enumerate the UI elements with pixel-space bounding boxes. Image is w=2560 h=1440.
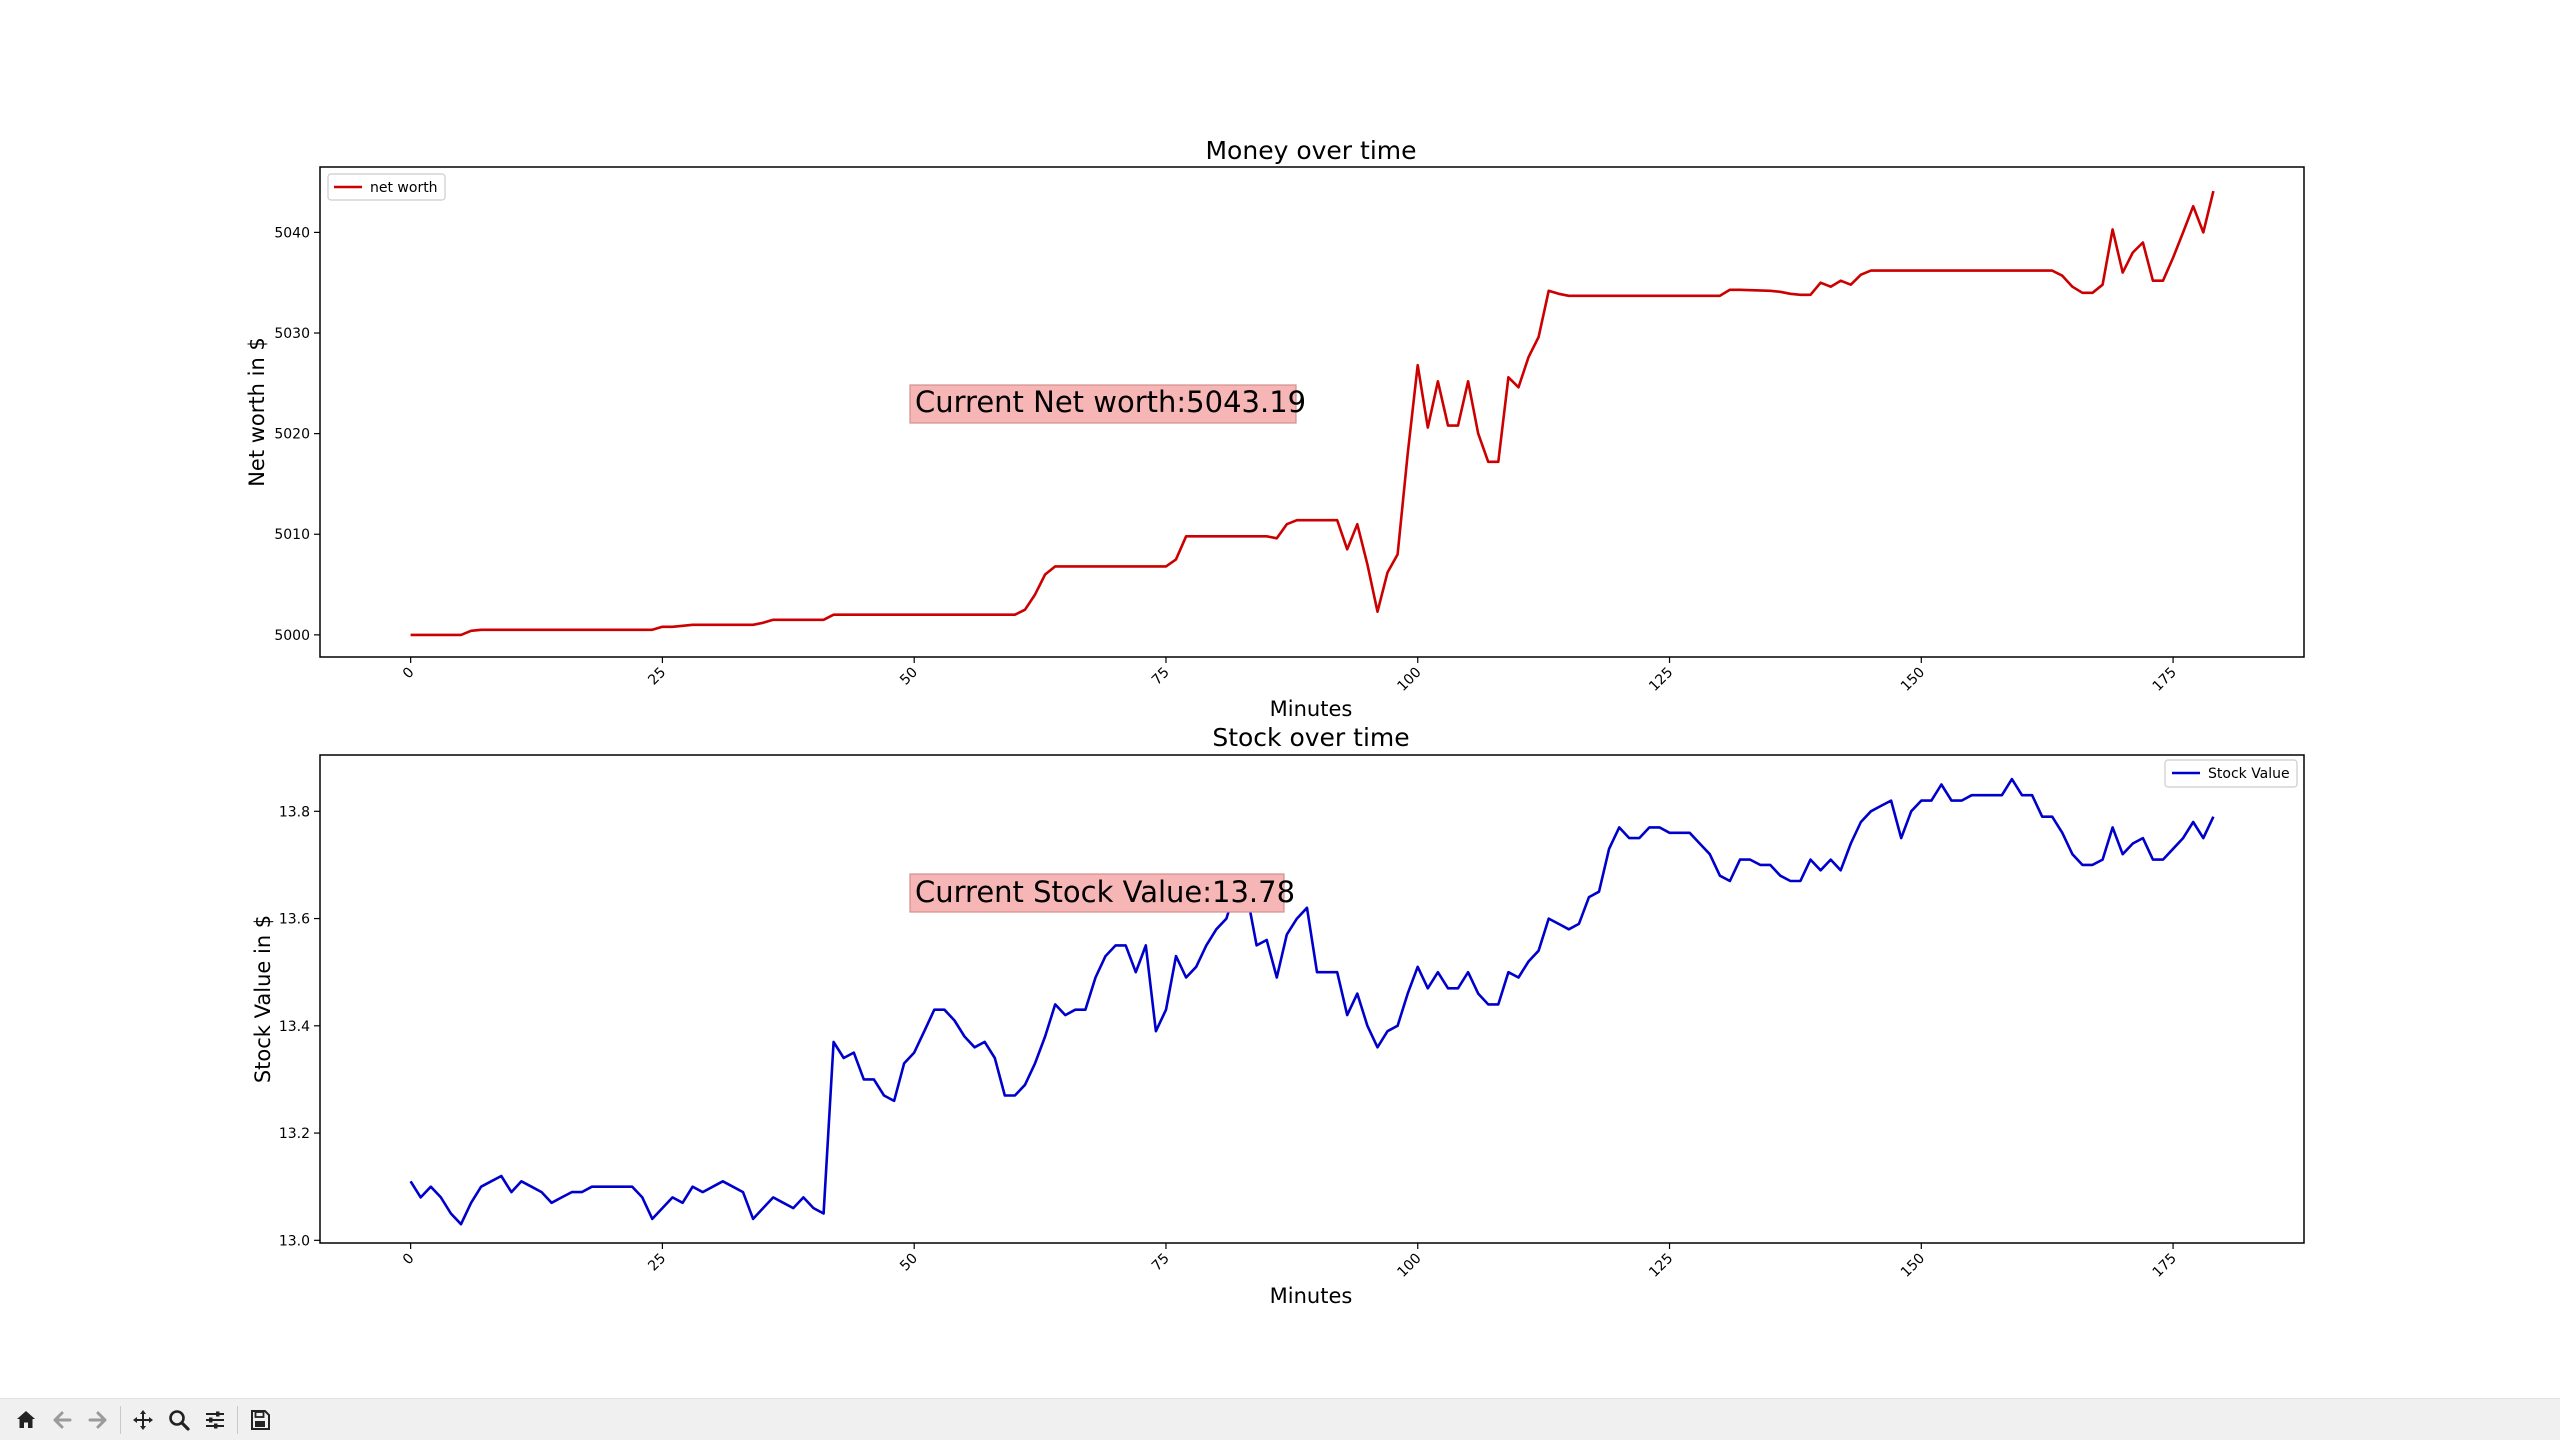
back-button[interactable] — [44, 1402, 80, 1438]
y-tick-label: 5040 — [274, 225, 310, 241]
annotation-box: Current Net worth:5043.19 — [909, 384, 1306, 424]
chart-title: Money over time — [1205, 136, 1416, 165]
home-icon — [17, 1410, 35, 1428]
configure-subplots-button[interactable] — [197, 1402, 233, 1438]
annotation-box: Current Stock Value:13.78 — [909, 873, 1295, 913]
annotation-text: Current Net worth:5043.19 — [915, 385, 1306, 419]
x-tick-label: 100 — [1394, 665, 1424, 695]
annotation-background — [909, 873, 1285, 913]
plot-frame — [319, 166, 2305, 658]
x-axis-label: Minutes — [1270, 697, 1353, 721]
x-tick-label: 125 — [1646, 1251, 1676, 1281]
stock-chart: Stock over time 0 25 50 75 100 125 150 175 13.0 1… — [251, 723, 2305, 1308]
save-icon — [251, 1409, 270, 1430]
tick-group: 0 25 50 75 100 125 150 175 13.0 13.2 13.4 13.6 13.8 — [279, 804, 2180, 1280]
y-tick-label: 5010 — [274, 527, 310, 543]
y-axis-label: Stock Value in $ — [251, 915, 275, 1083]
y-tick-label: 13.2 — [279, 1126, 310, 1142]
legend-frame — [327, 173, 446, 201]
x-tick-label: 100 — [1394, 1251, 1424, 1281]
annotation-text: Current Stock Value:13.78 — [915, 875, 1295, 909]
y-tick-label: 5020 — [274, 427, 310, 443]
pan-button[interactable] — [125, 1402, 161, 1438]
x-tick-label: 50 — [897, 1251, 921, 1275]
x-tick-label: 75 — [1149, 1251, 1173, 1275]
y-tick-label: 13.0 — [279, 1233, 310, 1249]
y-tick-label: 5030 — [274, 326, 310, 342]
x-tick-label: 175 — [2150, 1251, 2180, 1281]
x-tick-label: 125 — [1646, 665, 1676, 695]
toolbar-separator — [237, 1405, 238, 1434]
series-group — [410, 190, 2215, 637]
legend-frame — [2164, 759, 2298, 788]
legend-label: Stock Value — [2208, 766, 2290, 782]
figure-canvas: Money over time 0 25 50 75 100 125 150 175 5000 5… — [245, 136, 2305, 1308]
x-tick-label: 25 — [645, 1251, 669, 1275]
series-line — [410, 190, 2215, 637]
x-tick-label: 150 — [1898, 1251, 1928, 1281]
y-axis-label: Net worth in $ — [245, 337, 269, 487]
x-tick-label: 0 — [400, 665, 418, 683]
plot-frame — [319, 754, 2305, 1244]
series-line — [409, 777, 2215, 1226]
tick-group: 0 25 50 75 100 125 150 175 5000 5010 5020 5030 5040 — [274, 225, 2180, 694]
y-tick-label: 5000 — [274, 628, 310, 644]
money-chart: Money over time 0 25 50 75 100 125 150 175 5000 5… — [245, 136, 2305, 721]
zoom-icon — [169, 1409, 190, 1431]
forward-button[interactable] — [80, 1402, 116, 1438]
save-button[interactable] — [242, 1402, 278, 1438]
home-button[interactable] — [8, 1402, 44, 1438]
x-tick-label: 50 — [897, 665, 921, 689]
y-tick-label: 13.6 — [279, 912, 310, 928]
x-tick-label: 0 — [400, 1251, 418, 1269]
y-tick-label: 13.4 — [279, 1019, 310, 1035]
annotation-background — [909, 384, 1297, 424]
x-tick-label: 75 — [1149, 665, 1173, 689]
configure-subplots-icon — [206, 1411, 224, 1428]
forward-arrow-icon — [88, 1411, 107, 1428]
series-group — [409, 777, 2215, 1226]
back-arrow-icon — [53, 1411, 72, 1428]
navigation-toolbar — [0, 1398, 2560, 1440]
x-axis-label: Minutes — [1270, 1284, 1353, 1308]
legend-label: net worth — [370, 180, 438, 196]
legend: Stock Value — [2164, 759, 2298, 788]
y-tick-label: 13.8 — [279, 804, 310, 820]
zoom-button[interactable] — [161, 1402, 197, 1438]
x-tick-label: 150 — [1898, 665, 1928, 695]
legend: net worth — [327, 173, 446, 201]
chart-title: Stock over time — [1212, 723, 1409, 752]
pan-icon — [133, 1409, 153, 1430]
toolbar-separator — [120, 1405, 121, 1434]
x-tick-label: 175 — [2150, 665, 2180, 695]
x-tick-label: 25 — [645, 665, 669, 689]
